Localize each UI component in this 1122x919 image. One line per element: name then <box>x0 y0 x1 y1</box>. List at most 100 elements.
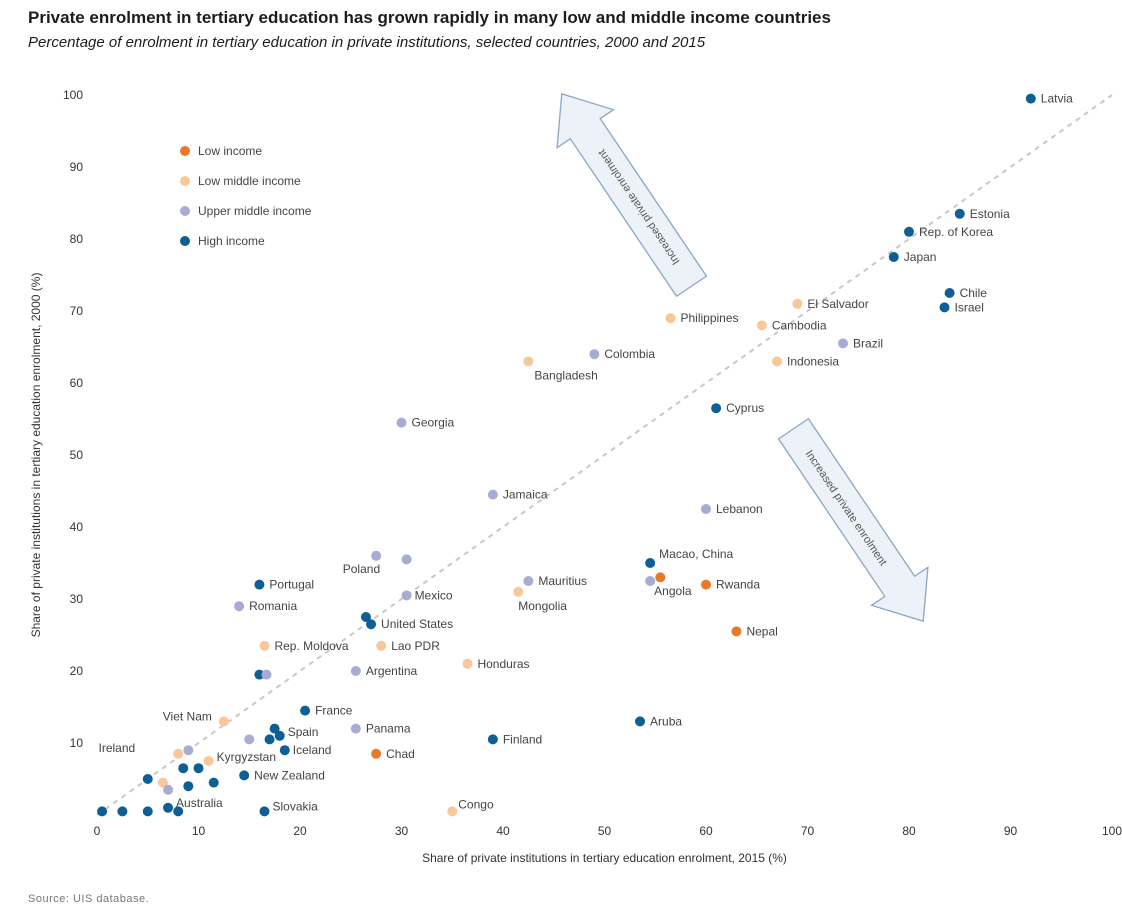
x-tick-label: 60 <box>699 824 713 838</box>
data-point <box>523 356 534 367</box>
data-point-label: Romania <box>249 599 297 613</box>
arrow-increased-private-enrolment-up: Increased private enrolment <box>556 93 708 298</box>
data-point <box>178 763 189 774</box>
x-tick-label: 70 <box>801 824 815 838</box>
chart-subtitle: Percentage of enrolment in tertiary educ… <box>28 34 706 51</box>
chart-title: Private enrolment in tertiary education … <box>28 8 831 27</box>
data-point-label: Indonesia <box>787 354 839 368</box>
data-point <box>142 774 153 784</box>
data-point-label: Philippines <box>680 311 738 325</box>
data-point <box>645 576 656 586</box>
legend-label-umid: Upper middle income <box>198 204 312 218</box>
data-point <box>218 716 229 727</box>
data-point-label: Mongolia <box>518 599 567 613</box>
legend-marker-lmid <box>180 176 190 186</box>
data-point-label: France <box>315 704 353 718</box>
data-point <box>163 784 174 795</box>
data-point <box>259 806 270 817</box>
data-point-label: Georgia <box>412 416 455 430</box>
y-tick-label: 10 <box>70 736 84 750</box>
data-point <box>163 802 174 813</box>
x-tick-label: 50 <box>598 824 612 838</box>
data-point-label: Spain <box>288 725 319 739</box>
y-axis-label: Share of private institutions in tertiar… <box>29 273 43 638</box>
x-tick-label: 10 <box>192 824 206 838</box>
data-point <box>254 669 265 680</box>
legend-marker-umid <box>180 206 190 216</box>
data-point <box>731 626 742 637</box>
data-point-label: Lebanon <box>716 502 763 516</box>
data-point <box>254 579 265 590</box>
data-point <box>589 349 600 360</box>
data-point-label: Congo <box>458 797 494 811</box>
x-tick-label: 30 <box>395 824 409 838</box>
data-point <box>447 806 458 817</box>
data-point-label: Rep. Moldova <box>274 639 348 653</box>
data-point <box>183 745 194 756</box>
source-note: Source: UIS database. <box>28 893 150 905</box>
legend-label-lmid: Low middle income <box>198 174 301 188</box>
data-point <box>183 781 194 792</box>
data-point <box>244 734 255 745</box>
data-point <box>756 320 767 331</box>
data-point <box>838 338 849 349</box>
data-point-label: Macao, China <box>659 547 733 561</box>
data-point <box>142 806 153 817</box>
data-point-label: Brazil <box>853 336 883 350</box>
data-point-label: Estonia <box>970 207 1010 221</box>
y-tick-label: 20 <box>70 664 84 678</box>
data-point <box>701 579 711 590</box>
data-point-label: Aruba <box>650 714 682 728</box>
data-point <box>701 504 711 514</box>
data-point <box>772 356 783 367</box>
data-point-label: Mauritius <box>538 574 587 588</box>
data-point <box>371 550 382 561</box>
data-point <box>513 586 524 597</box>
data-point <box>523 576 534 586</box>
data-point <box>954 208 965 219</box>
data-point <box>360 612 371 622</box>
arrow-increased-private-enrolment-down-shape <box>777 417 929 622</box>
data-point <box>157 777 168 788</box>
data-point <box>274 730 285 741</box>
data-point-label: Slovakia <box>272 799 318 813</box>
data-point <box>665 313 676 324</box>
x-tick-label: 80 <box>902 824 916 838</box>
data-point-label: Ireland <box>98 741 135 755</box>
arrow-increased-private-enrolment-down-label: Increased private enrolment <box>803 448 889 568</box>
y-tick-label: 40 <box>70 520 84 534</box>
data-point-label: El Salvador <box>807 297 868 311</box>
data-point <box>193 763 204 774</box>
data-point <box>711 403 722 414</box>
x-tick-label: 100 <box>1102 824 1122 838</box>
arrow-increased-private-enrolment-down: Increased private enrolment <box>777 417 929 622</box>
data-point <box>401 554 412 565</box>
data-point-label: Mexico <box>415 588 453 602</box>
y-tick-label: 50 <box>70 448 84 462</box>
data-point <box>487 734 498 745</box>
data-point <box>939 302 950 313</box>
data-point-label: United States <box>381 617 453 631</box>
data-point <box>462 658 473 669</box>
data-point-label: Chile <box>960 286 988 300</box>
legend-marker-high <box>180 236 190 246</box>
data-point-label: Nepal <box>746 624 777 638</box>
data-point-label: Kyrgyzstan <box>217 750 276 764</box>
x-tick-label: 20 <box>293 824 307 838</box>
data-point <box>401 590 412 601</box>
data-point <box>117 806 128 817</box>
data-point-label: Japan <box>904 250 937 264</box>
data-point <box>792 298 803 309</box>
data-point-label: Iceland <box>293 743 332 757</box>
data-point <box>635 716 646 727</box>
data-point <box>645 558 656 568</box>
data-point <box>376 640 387 651</box>
data-point-label: Australia <box>176 796 223 810</box>
data-point-label: Honduras <box>477 657 529 671</box>
data-point-label: Lao PDR <box>391 639 440 653</box>
data-point <box>366 619 377 630</box>
y-tick-label: 80 <box>70 232 84 246</box>
data-point-label: Angola <box>654 584 692 598</box>
y-tick-label: 100 <box>63 88 83 102</box>
